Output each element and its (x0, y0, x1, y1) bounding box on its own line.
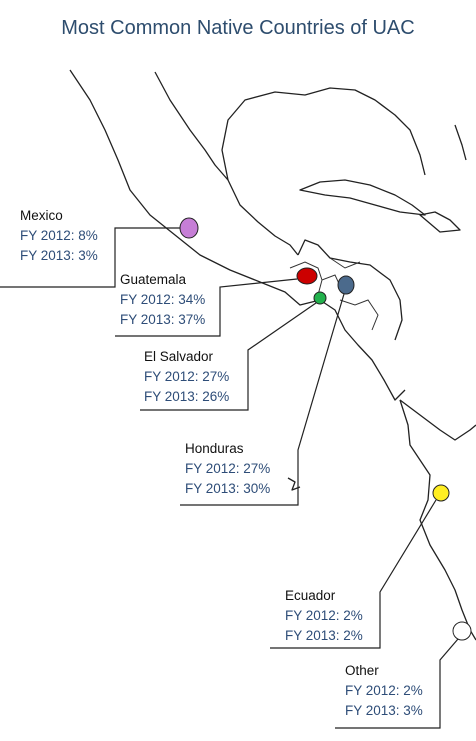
stat-line: FY 2013: 3% (345, 703, 423, 718)
stat-line: FY 2012: 2% (285, 608, 363, 623)
stat-line: FY 2013: 2% (285, 628, 363, 643)
country-name: Other (345, 663, 379, 678)
callout: El Salvador FY 2012: 27% FY 2013: 26% (140, 291, 327, 411)
callout: Other FY 2012: 2% FY 2013: 3% (335, 621, 472, 729)
stat-line: FY 2012: 34% (120, 292, 205, 307)
country-name: Ecuador (285, 588, 336, 603)
stat-line: FY 2012: 27% (185, 461, 270, 476)
stat-line: FY 2012: 2% (345, 683, 423, 698)
country-name: Honduras (185, 441, 244, 456)
callout: Mexico FY 2012: 8% FY 2013: 3% (0, 208, 199, 288)
stat-line: FY 2012: 8% (20, 228, 98, 243)
stat-line: FY 2013: 30% (185, 481, 270, 496)
country-name: El Salvador (144, 349, 214, 364)
country-name: Guatemala (120, 272, 187, 287)
country-marker (296, 267, 318, 285)
callouts: Mexico FY 2012: 8% FY 2013: 3% Guatemala FY … (0, 208, 472, 729)
country-marker (337, 275, 355, 295)
callout: Honduras FY 2012: 27% FY 2013: 30% (180, 275, 355, 506)
country-marker (452, 621, 472, 641)
country-marker (179, 217, 199, 239)
callout: Ecuador FY 2012: 2% FY 2013: 2% (270, 484, 450, 649)
callout: Guatemala FY 2012: 34% FY 2013: 37% (115, 267, 318, 337)
leader-line (0, 227, 180, 288)
stat-line: FY 2013: 37% (120, 312, 205, 327)
leader-line (180, 293, 345, 506)
leader-line (115, 278, 298, 337)
stat-line: FY 2013: 26% (144, 389, 229, 404)
stat-line: FY 2013: 3% (20, 248, 98, 263)
leader-line (140, 302, 317, 411)
country-marker (313, 291, 327, 305)
leader-line (270, 499, 437, 649)
title: Most Common Native Countries of UAC (61, 17, 414, 39)
stat-line: FY 2012: 27% (144, 369, 229, 384)
base-map (69, 69, 476, 641)
country-marker (432, 484, 450, 502)
leader-line (335, 638, 459, 729)
country-name: Mexico (20, 208, 63, 223)
